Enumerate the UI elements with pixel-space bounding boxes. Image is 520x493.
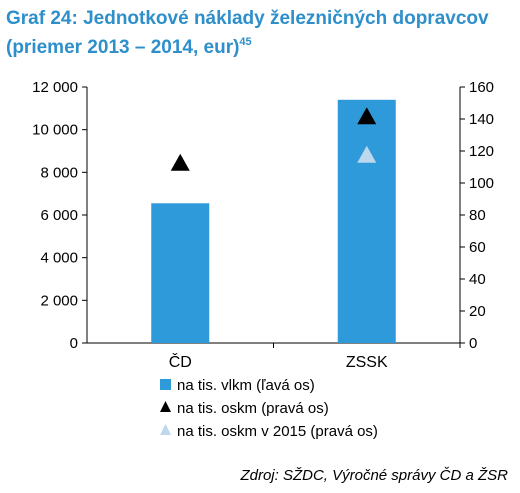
right-tick-label: 140 bbox=[469, 111, 494, 128]
triangle-marker-zssk bbox=[357, 145, 377, 163]
legend-swatch-bar bbox=[160, 379, 171, 390]
right-tick-label: 80 bbox=[469, 207, 486, 224]
left-tick-label: 10 000 bbox=[32, 122, 78, 139]
source-note: Zdroj: SŽDC, Výročné správy ČD a ŽSR bbox=[239, 467, 508, 484]
chart-subtitle: (priemer 2013 – 2014, eur)45 bbox=[6, 36, 252, 58]
legend: na tis. vlkm (ľavá os) na tis. oskm (prav… bbox=[160, 377, 378, 440]
right-tick-label: 100 bbox=[469, 175, 494, 192]
right-tick-label: 0 bbox=[469, 335, 477, 352]
right-tick-label: 60 bbox=[469, 239, 486, 256]
left-tick-label: 0 bbox=[70, 335, 78, 352]
legend-label: na tis. oskm (pravá os) bbox=[177, 400, 329, 417]
plot-area: 0 2 000 4 000 6 000 8 000 10 000 12 000 0 20 40 60… bbox=[32, 79, 494, 371]
left-tick-label: 2 000 bbox=[40, 292, 78, 309]
left-tick-label: 4 000 bbox=[40, 250, 78, 267]
right-tick-label: 160 bbox=[469, 79, 494, 96]
left-tick-label: 12 000 bbox=[32, 79, 78, 96]
chart-title-group: Graf 24: Jednotkové náklady železničných… bbox=[6, 8, 489, 58]
category-label: ČD bbox=[169, 352, 192, 371]
chart-title-superscript: 45 bbox=[239, 36, 251, 48]
legend-label: na tis. oskm v 2015 (pravá os) bbox=[177, 423, 378, 440]
category-label: ZSSK bbox=[346, 354, 388, 371]
bar-zssk bbox=[337, 99, 396, 343]
bar-čd bbox=[151, 203, 210, 343]
triangle-marker-čd bbox=[170, 153, 190, 171]
left-tick-label: 8 000 bbox=[40, 164, 78, 181]
right-tick-label: 120 bbox=[469, 143, 494, 160]
right-tick-label: 20 bbox=[469, 303, 486, 320]
chart-subtitle-text: (priemer 2013 – 2014, eur) bbox=[6, 37, 239, 58]
legend-swatch-triangle bbox=[160, 424, 171, 435]
triangle-marker-zssk bbox=[357, 107, 377, 125]
right-tick-label: 40 bbox=[469, 271, 486, 288]
left-tick-label: 6 000 bbox=[40, 207, 78, 224]
legend-label: na tis. vlkm (ľavá os) bbox=[177, 377, 315, 394]
legend-swatch-triangle bbox=[160, 401, 171, 412]
chart-title: Graf 24: Jednotkové náklady železničných… bbox=[6, 8, 489, 29]
